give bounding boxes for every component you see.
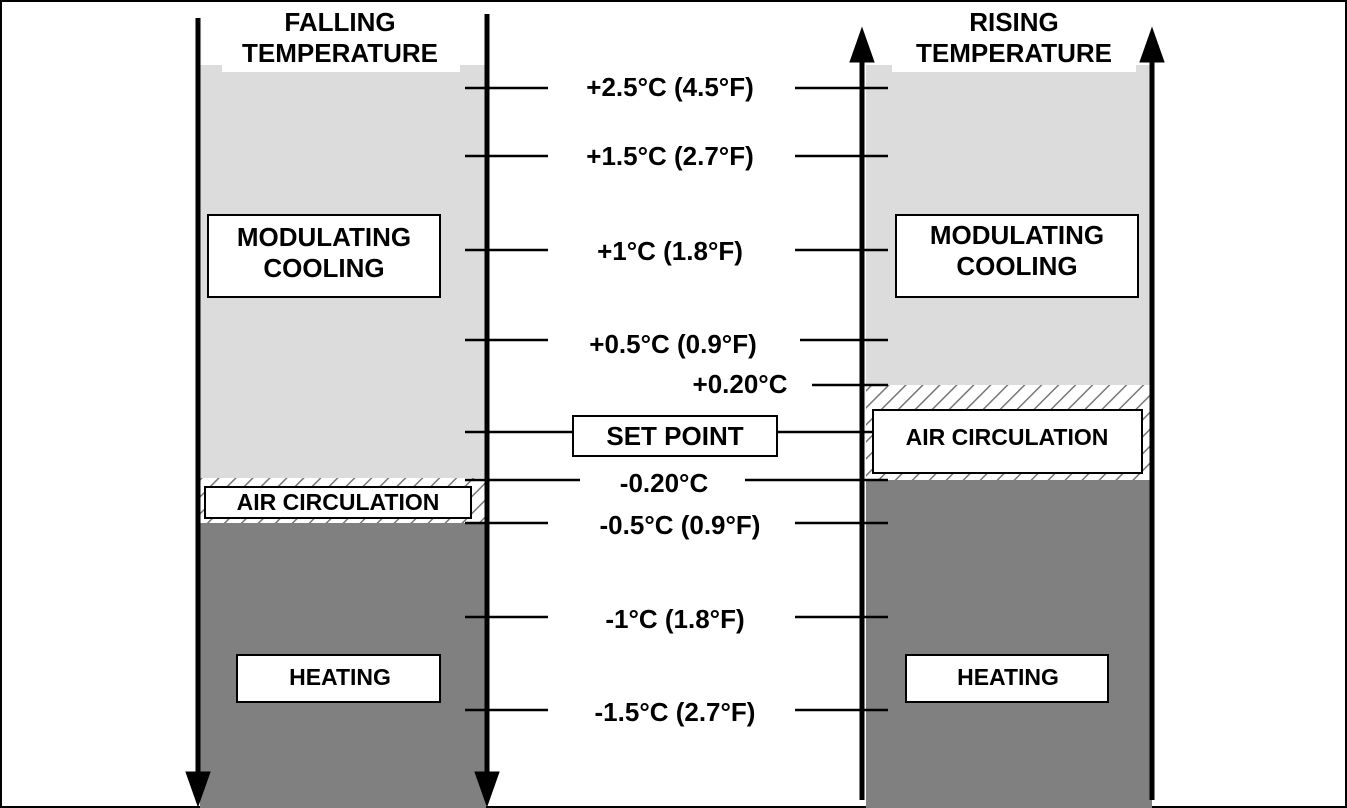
- level-label: -1°C (1.8°F): [605, 604, 744, 634]
- zone-label: MODULATING: [237, 222, 411, 252]
- zone-box: [895, 214, 1139, 298]
- level-label: -0.5°C (0.9°F): [600, 510, 761, 540]
- level-label: +1°C (1.8°F): [597, 236, 743, 266]
- level-label: SET POINT: [606, 421, 743, 451]
- header: TEMPERATURE: [242, 38, 438, 68]
- zone-box: [204, 486, 472, 519]
- zone-box: [207, 214, 441, 298]
- zone-label: HEATING: [289, 664, 391, 690]
- level-label: +0.20°C: [693, 369, 788, 399]
- zone-label: HEATING: [957, 664, 1059, 690]
- header-bg: [222, 10, 460, 72]
- header-bg: [892, 10, 1136, 72]
- header: TEMPERATURE: [916, 38, 1112, 68]
- header: RISING: [969, 7, 1059, 37]
- header: FALLING: [284, 7, 395, 37]
- zone-label: MODULATING: [930, 220, 1104, 250]
- level-label: +2.5°C (4.5°F): [586, 72, 753, 102]
- zone-label: COOLING: [956, 251, 1077, 281]
- set-point-box: [572, 415, 778, 457]
- zone-label: AIR CIRCULATION: [906, 424, 1109, 450]
- zone-label: COOLING: [263, 253, 384, 283]
- zone-box: [872, 409, 1143, 474]
- level-lines: [465, 86, 888, 712]
- heating-zone: [866, 480, 1152, 808]
- arrows: [185, 14, 1165, 808]
- level-label: +0.5°C (0.9°F): [589, 329, 756, 359]
- zone-box: [236, 654, 441, 703]
- level-label: -1.5°C (2.7°F): [595, 697, 756, 727]
- zone-label: AIR CIRCULATION: [237, 489, 440, 515]
- level-label: -0.20°C: [620, 468, 709, 498]
- zone-box: [905, 654, 1109, 703]
- level-label: +1.5°C (2.7°F): [586, 141, 753, 171]
